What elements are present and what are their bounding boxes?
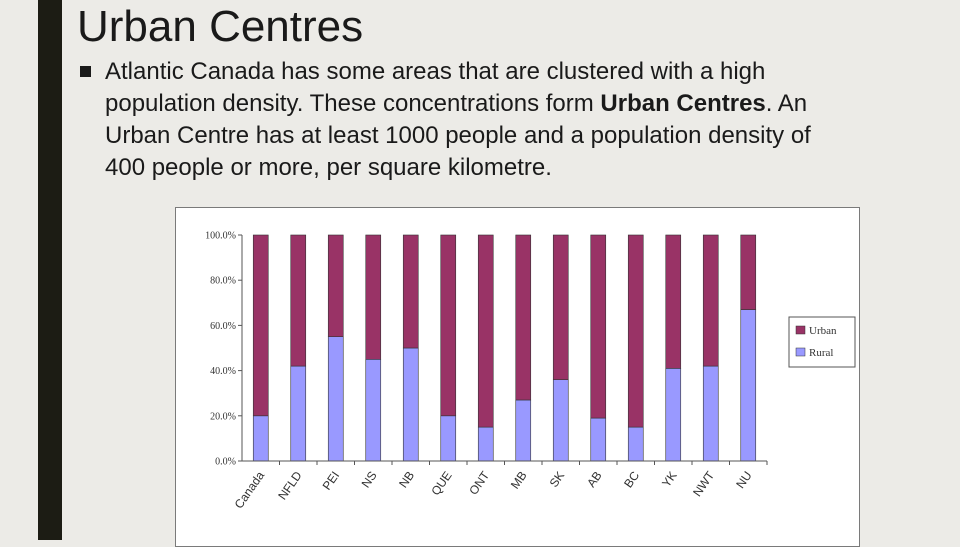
bar-rural-ab — [590, 417, 607, 462]
bar-urban-nu — [740, 234, 757, 310]
bar-urban-bc — [627, 234, 644, 428]
x-tick-label: NU — [733, 469, 754, 491]
bar-rural-pei — [327, 336, 344, 462]
y-tick-label: 60.0% — [210, 321, 236, 332]
legend: Urban Rural — [788, 316, 856, 368]
stacked-bar-chart: 0.0% 20.0% 40.0% 60.0% 80.0% 100.0% Canada NFL… — [205, 231, 856, 511]
legend-label-rural: Rural — [809, 347, 833, 359]
bar-rural-bc — [627, 426, 644, 462]
bars-group — [252, 234, 757, 462]
legend-swatch-urban — [795, 325, 806, 335]
bar-urban-nfld — [290, 234, 307, 367]
bar-rural-canada — [252, 415, 269, 462]
x-tick-label: PEI — [320, 469, 343, 493]
bar-rural-ont — [477, 426, 494, 462]
bar-rural-mb — [515, 399, 532, 462]
bar-rural-nb — [402, 347, 419, 462]
x-tick-label: NFLD — [275, 468, 305, 502]
slide-title: Urban Centres — [77, 2, 364, 51]
bullet-icon — [80, 66, 91, 77]
bar-rural-nu — [740, 309, 757, 462]
bar-urban-pei — [327, 234, 344, 337]
bar-urban-yk — [665, 234, 682, 369]
x-tick-label: NB — [396, 469, 417, 491]
bullet-text-part1: Atlantic Canada has some areas that are … — [105, 58, 766, 117]
accent-bar — [38, 0, 62, 540]
bar-urban-canada — [252, 234, 269, 417]
x-tick-label: ONT — [466, 468, 492, 497]
bar-rural-nwt — [702, 365, 719, 462]
bar-urban-mb — [515, 234, 532, 401]
bar-urban-sk — [552, 234, 569, 380]
x-axis: Canada NFLD PEI NS NB QUE ONT MB SK AB BC YK NWT NU — [232, 460, 768, 511]
bar-urban-nb — [402, 234, 419, 349]
bar-rural-que — [440, 415, 457, 462]
bar-rural-nfld — [290, 365, 307, 462]
bar-rural-yk — [665, 368, 682, 462]
chart-frame: 0.0% 20.0% 40.0% 60.0% 80.0% 100.0% Canada NFL… — [175, 207, 860, 547]
x-tick-label: NWT — [690, 468, 718, 499]
y-axis: 0.0% 20.0% 40.0% 60.0% 80.0% 100.0% — [205, 231, 243, 468]
bar-urban-que — [440, 234, 457, 417]
y-tick-label: 80.0% — [210, 276, 236, 287]
y-tick-label: 0.0% — [215, 457, 236, 468]
bar-urban-ns — [365, 234, 382, 360]
bullet-text-part2: . An Urban Centre has at least 1000 peop… — [105, 90, 811, 181]
legend-box — [788, 316, 856, 368]
y-tick-label: 40.0% — [210, 366, 236, 377]
bullet-text: Atlantic Canada has some areas that are … — [105, 56, 845, 184]
legend-swatch-rural — [795, 347, 806, 357]
y-tick-label: 100.0% — [205, 231, 236, 242]
x-tick-label: NS — [359, 469, 380, 491]
bar-urban-ont — [477, 234, 494, 428]
x-tick-label: MB — [508, 469, 530, 492]
bullet-text-bold: Urban Centres — [600, 90, 766, 117]
x-tick-label: YK — [659, 469, 680, 490]
bar-urban-ab — [590, 234, 607, 419]
x-tick-label: Canada — [232, 468, 268, 511]
y-tick-label: 20.0% — [210, 411, 236, 422]
bar-rural-sk — [552, 379, 569, 462]
x-tick-label: SK — [547, 469, 568, 490]
x-tick-label: AB — [584, 469, 605, 490]
x-tick-label: BC — [621, 468, 642, 490]
x-tick-label: QUE — [428, 469, 454, 498]
bar-rural-ns — [365, 359, 382, 462]
legend-label-urban: Urban — [809, 325, 837, 337]
bar-urban-nwt — [702, 234, 719, 367]
